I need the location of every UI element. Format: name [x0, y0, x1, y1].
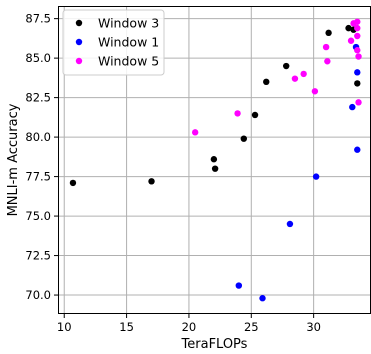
- data-point-window-5: [324, 58, 331, 65]
- data-point-window-3: [148, 178, 155, 185]
- axis-ticks: 10 15 20 25 30 70.0 72.5 75.0 77.5 80.0 82.5 85.0 87…: [25, 12, 321, 334]
- data-points: [69, 18, 362, 302]
- data-point-window-3: [345, 24, 352, 32]
- y-tick-label: 82.5: [25, 91, 51, 105]
- x-tick-label: 10: [57, 320, 72, 334]
- data-point-window-1: [349, 103, 356, 111]
- data-point-window-3: [283, 62, 290, 70]
- data-point-window-5: [347, 37, 355, 44]
- x-tick-label: 15: [119, 320, 134, 334]
- y-axis-label: MNLI-m Accuracy: [6, 103, 21, 216]
- data-point-window-1: [286, 220, 294, 228]
- y-tick-label: 80.0: [25, 130, 51, 144]
- data-point-window-3: [263, 78, 270, 86]
- legend-label: Window 1: [98, 35, 159, 50]
- data-point-window-5: [322, 43, 330, 51]
- data-point-window-1: [354, 146, 361, 153]
- data-point-window-5: [234, 110, 241, 117]
- legend-marker: [75, 38, 83, 46]
- data-point-window-1: [235, 282, 243, 289]
- data-point-window-5: [354, 47, 361, 54]
- y-tick-label: 77.5: [25, 170, 51, 184]
- data-point-window-3: [211, 165, 219, 172]
- data-point-window-5: [354, 24, 361, 32]
- x-tick-label: 20: [182, 320, 197, 334]
- y-tick-label: 70.0: [25, 288, 51, 302]
- data-point-window-1: [259, 295, 266, 302]
- data-point-window-3: [69, 179, 77, 187]
- data-point-window-3: [210, 156, 218, 163]
- data-point-window-3: [354, 80, 361, 87]
- data-point-window-1: [312, 173, 320, 180]
- y-tick-label: 87.5: [25, 12, 51, 26]
- legend-marker: [75, 19, 83, 27]
- data-point-window-1: [354, 69, 361, 76]
- y-tick-label: 85.0: [25, 51, 51, 65]
- y-tick-label: 75.0: [25, 209, 51, 223]
- legend-label: Window 3: [98, 16, 159, 31]
- data-point-window-5: [355, 99, 362, 106]
- legend-box: [62, 9, 165, 76]
- data-point-window-5: [300, 70, 307, 78]
- data-point-window-5: [311, 88, 319, 95]
- x-tick-label: 30: [306, 320, 321, 334]
- x-axis-label: TeraFLOPs: [181, 337, 248, 352]
- legend-label: Window 5: [98, 54, 159, 69]
- data-point-window-5: [354, 32, 361, 40]
- data-point-window-5: [191, 129, 199, 136]
- data-point-window-5: [354, 18, 361, 25]
- data-point-window-3: [325, 29, 332, 37]
- data-point-window-5: [355, 53, 362, 60]
- data-point-window-3: [251, 111, 259, 119]
- data-point-window-5: [291, 75, 299, 82]
- legend-marker: [75, 57, 83, 65]
- data-point-window-3: [240, 135, 248, 142]
- y-tick-label: 72.5: [25, 249, 51, 263]
- legend: Window 3 Window 1 Window 5: [62, 9, 165, 76]
- x-tick-label: 25: [244, 320, 259, 334]
